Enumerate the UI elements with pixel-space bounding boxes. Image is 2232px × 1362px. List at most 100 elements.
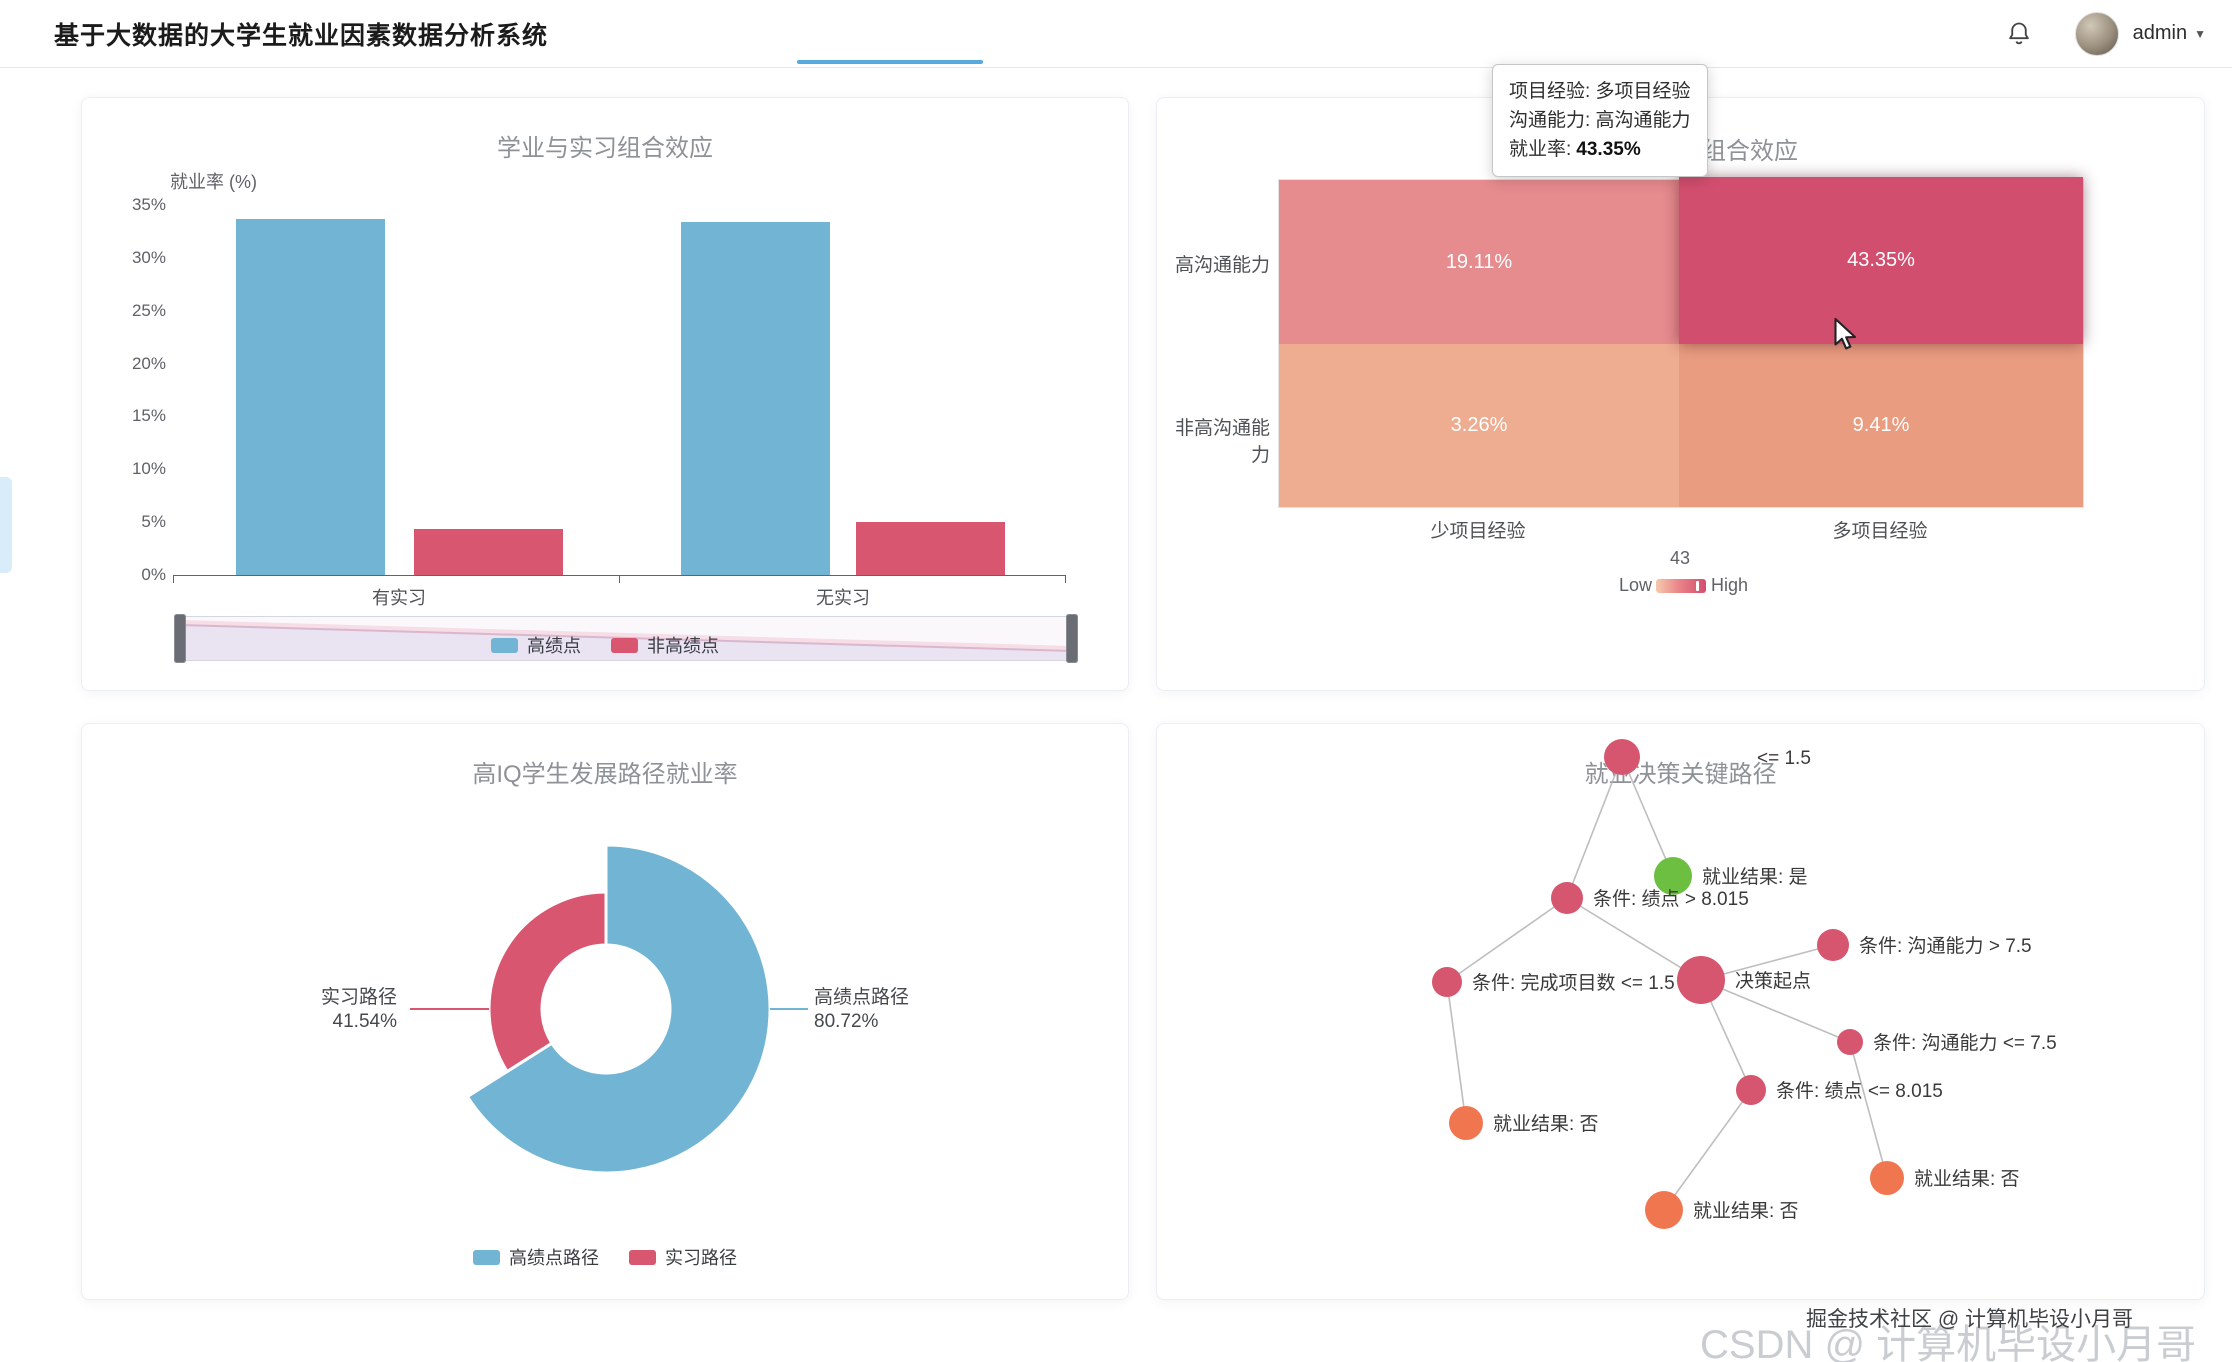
graph-node-projects-le[interactable] <box>1432 967 1462 997</box>
mouse-cursor-icon <box>1834 317 1857 350</box>
heatmap-cell-low-comm-many-projects[interactable]: 9.41% <box>1679 344 2083 507</box>
header-actions: admin ▼ <box>2005 0 2206 67</box>
legend-item-high-gpa[interactable]: 高绩点 <box>491 632 581 658</box>
y-tick: 20% <box>131 354 166 373</box>
heatmap-cell-high-comm-few-projects[interactable]: 19.11% <box>1279 180 1679 344</box>
graph-node-label: <= 1.5 <box>1757 748 1811 769</box>
legend-swatch-blue <box>473 1249 500 1265</box>
visualmap-high-label: High <box>1711 575 1749 595</box>
watermark-juejin: 掘金技术社区 @ 计算机毕设小月哥 <box>1806 1308 2133 1331</box>
pie-label-name: 高绩点路径 <box>814 987 910 1008</box>
legend-label: 实习路径 <box>665 1248 737 1268</box>
user-name[interactable]: admin <box>2132 22 2188 44</box>
row-label-low-communication: 非高沟通能力 <box>1174 418 1270 466</box>
visualmap-current-value: 43 <box>1669 548 1691 568</box>
y-tick: 0% <box>141 565 166 584</box>
bar-high-gpa-no-internship[interactable] <box>681 221 830 575</box>
user-menu-caret-icon[interactable]: ▼ <box>2194 26 2206 41</box>
donut-slice-internship-path[interactable] <box>487 890 608 1074</box>
heatmap-cell-value: 43.35% <box>1847 249 1915 271</box>
graph-node-gpa-le[interactable] <box>1736 1075 1766 1105</box>
bar-legend: 高绩点 非高绩点 <box>82 632 1128 658</box>
x-axis-tick <box>173 576 174 583</box>
panel-decision-graph: 就业决策关键路径 <= 1.5 <box>1156 723 2205 1300</box>
x-axis-tick <box>619 576 620 583</box>
legend-item-non-high-gpa[interactable]: 非高绩点 <box>611 632 719 658</box>
visualmap-gradient-bar[interactable] <box>1656 579 1706 593</box>
graph-node-label: 条件: 完成项目数 <= 1.5 <box>1472 972 1675 994</box>
y-tick: 5% <box>141 512 166 531</box>
graph-edge <box>1700 979 1851 1043</box>
heatmap-cell-high-comm-many-projects[interactable]: 43.35% <box>1679 177 2083 344</box>
datazoom-handle-right[interactable] <box>1066 614 1078 663</box>
sidebar-edge-tab[interactable] <box>0 477 12 573</box>
visualmap-low-label: Low <box>1618 575 1652 595</box>
pie-label-high-gpa: 高绩点路径 80.72% <box>814 986 1004 1034</box>
graph-node-employed-no-2[interactable] <box>1645 1191 1683 1229</box>
graph-node-employed-yes[interactable] <box>1654 857 1692 895</box>
label-line-high-gpa <box>770 1008 808 1010</box>
graph-node-employed-no-3[interactable] <box>1870 1161 1904 1195</box>
pie-label-name: 实习路径 <box>320 987 397 1008</box>
user-avatar[interactable] <box>2074 11 2119 56</box>
panel-donut: 高IQ学生发展路径就业率 实习路径 41.54% 高绩点路径 80.72% 高绩… <box>81 723 1129 1300</box>
graph-node-top-condition[interactable] <box>1604 739 1640 775</box>
legend-label: 非高绩点 <box>647 636 719 656</box>
graph-node-comm-gt[interactable] <box>1817 929 1849 961</box>
legend-swatch-blue <box>491 637 518 653</box>
graph-node-label: 就业结果: 否 <box>1914 1168 2020 1190</box>
y-tick: 25% <box>131 301 166 320</box>
datazoom-handle-left[interactable] <box>174 614 186 663</box>
active-tab-indicator[interactable] <box>797 60 983 64</box>
graph-node-label: 就业结果: 是 <box>1702 866 1808 888</box>
app-header: 基于大数据的大学生就业因素数据分析系统 admin ▼ <box>0 0 2232 68</box>
legend-label: 高绩点路径 <box>509 1248 599 1268</box>
legend-item-internship-path[interactable]: 实习路径 <box>629 1244 737 1270</box>
heatmap-cell-value: 3.26% <box>1450 414 1508 436</box>
pie-label-internship: 实习路径 41.54% <box>240 986 397 1034</box>
pie-label-value: 41.54% <box>332 1011 397 1032</box>
bar-high-gpa-with-internship[interactable] <box>236 218 385 575</box>
x-axis-line <box>173 575 1066 576</box>
label-line-internship <box>410 1008 489 1010</box>
graph-edge <box>1621 756 1674 877</box>
tooltip-rate-value: 43.35% <box>1576 139 1641 160</box>
row-label-high-communication: 高沟通能力 <box>1174 255 1270 276</box>
category-label-no-internship: 无实习 <box>816 588 870 608</box>
datazoom-slider[interactable] <box>174 614 1078 663</box>
chart-tooltip: 项目经验: 多项目经验 沟通能力: 高沟通能力 就业率: 43.35% <box>1492 64 1708 177</box>
tooltip-line: 沟通能力: 高沟通能力 <box>1509 110 1691 131</box>
graph-node-label: 就业结果: 否 <box>1693 1200 1799 1222</box>
visualmap-marker <box>1696 581 1699 591</box>
y-tick: 30% <box>131 248 166 267</box>
notification-bell-icon[interactable] <box>2005 20 2033 48</box>
tooltip-rate-label: 就业率: <box>1509 139 1572 160</box>
legend-swatch-red <box>629 1249 656 1265</box>
bar-non-high-gpa-no-internship[interactable] <box>856 522 1005 575</box>
graph-node-comm-le[interactable] <box>1837 1029 1863 1055</box>
donut-slice-high-gpa-path[interactable] <box>465 843 772 1175</box>
graph-edge <box>1566 756 1623 899</box>
y-tick: 15% <box>131 406 166 425</box>
graph-node-root[interactable] <box>1677 956 1725 1004</box>
pie-label-value: 80.72% <box>814 1011 879 1032</box>
heatmap-grid: 19.11% 43.35% 3.26% 9.41% <box>1278 177 2084 508</box>
graph-node-label: 条件: 沟通能力 <= 7.5 <box>1873 1032 2057 1054</box>
graph-node-gpa-gt[interactable] <box>1551 882 1583 914</box>
heatmap-cell-low-comm-few-projects[interactable]: 3.26% <box>1279 344 1679 507</box>
graph-node-label: 条件: 绩点 <= 8.015 <box>1776 1080 1943 1102</box>
bar-plot <box>173 206 1066 583</box>
legend-item-high-gpa-path[interactable]: 高绩点路径 <box>473 1244 599 1270</box>
heatmap-cell-value: 19.11% <box>1445 250 1513 273</box>
legend-swatch-red <box>611 637 638 653</box>
graph-node-employed-no-1[interactable] <box>1449 1106 1483 1140</box>
graph-edge <box>1566 897 1702 981</box>
graph-edge <box>1663 1089 1752 1211</box>
graph-edge <box>1446 981 1467 1124</box>
bar-non-high-gpa-with-internship[interactable] <box>414 528 563 575</box>
donut-chart <box>465 843 772 1175</box>
col-label-many-projects: 多项目经验 <box>1832 521 1928 542</box>
y-tick: 35% <box>131 195 166 214</box>
donut-title: 高IQ学生发展路径就业率 <box>472 761 738 788</box>
